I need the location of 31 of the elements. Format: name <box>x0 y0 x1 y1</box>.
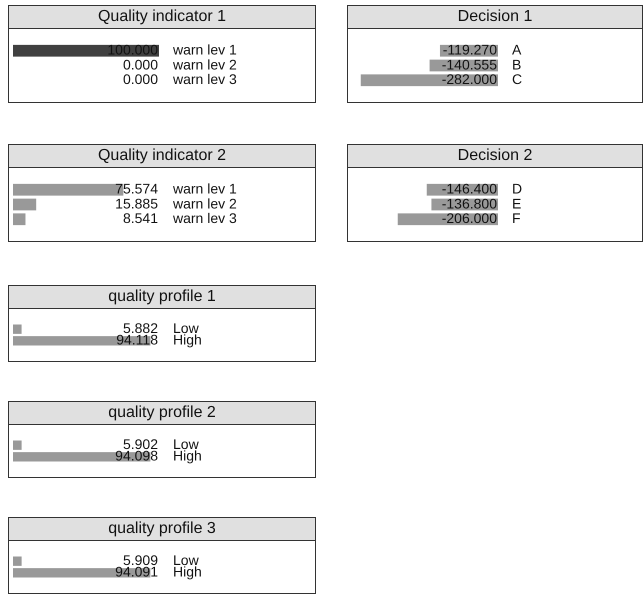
text: Quality indicator 2 <box>9 145 315 168</box>
data-label: 8.541 <box>122 210 158 226</box>
y-tick-label: C <box>512 71 522 88</box>
y-tick-label: warn lev 1 <box>172 42 238 58</box>
y-tick-label: F <box>512 210 521 226</box>
data-label: 0.000 <box>122 56 158 72</box>
chart-title: Decision 1 <box>348 6 642 29</box>
data-label: 0.000 <box>122 71 158 88</box>
chart-title: quality profile 2 <box>9 402 315 425</box>
data-label: -140.555 <box>442 56 498 72</box>
y-tick-label: D <box>512 180 522 197</box>
data-label: -119.270 <box>442 42 498 58</box>
data-label: -136.800 <box>442 195 498 212</box>
y-tick-label: A <box>512 42 522 58</box>
y-tick-label: E <box>512 195 522 212</box>
chart-title: Decision 2 <box>348 145 642 168</box>
y-tick-label: warn lev 3 <box>172 71 238 88</box>
data-label: 100.000 <box>107 42 158 58</box>
data-label: 75.574 <box>115 180 158 197</box>
y-tick-label: B <box>512 56 522 72</box>
data-label: 15.885 <box>115 195 158 212</box>
data-label: -206.000 <box>442 210 498 226</box>
chart-title: quality profile 1 <box>9 286 315 309</box>
chart-title: quality profile 3 <box>9 518 315 541</box>
y-tick-label: warn lev 1 <box>172 180 238 197</box>
data-label: -146.400 <box>442 180 498 197</box>
chart-title: Quality indicator 1 <box>9 6 315 29</box>
y-tick-label: warn lev 2 <box>172 195 238 212</box>
y-tick-label: warn lev 3 <box>172 210 238 226</box>
y-tick-label: warn lev 2 <box>172 56 238 72</box>
data-label: -282.000 <box>442 71 498 88</box>
